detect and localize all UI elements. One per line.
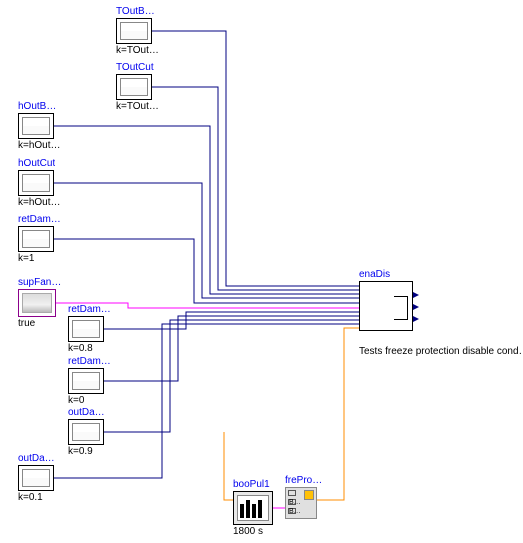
block-outDa01[interactable] [18,465,54,491]
wire [104,320,359,432]
block-label-booPul1: 1800 s [233,526,263,537]
block-title-retDam0: retDam… [68,356,111,367]
wire [224,432,233,500]
block-label-TOutB: k=TOut… [116,45,159,56]
block-hOutCut[interactable] [18,170,54,196]
wire [316,328,359,500]
block-label-retDam08: k=0.8 [68,343,93,354]
block-title-booPul1: booPul1 [233,479,270,490]
block-enaDis[interactable] [359,281,413,331]
block-booPul1[interactable] [233,491,273,525]
block-TOutB[interactable] [116,18,152,44]
block-TOutCut[interactable] [116,74,152,100]
wire [54,183,359,298]
block-label-hOutB: k=hOut… [18,140,61,151]
block-title-enaDis: enaDis [359,269,390,280]
block-title-TOutB: TOutB… [116,6,155,17]
block-label-retDam0: k=0 [68,395,84,406]
block-label-hOutCut: k=hOut… [18,197,61,208]
block-title-outDa01: outDa… [18,453,55,464]
block-title-hOutCut: hOutCut [18,158,55,169]
wire [104,316,359,381]
block-label-supFan: true [18,318,35,329]
block-retDam0[interactable] [68,368,104,394]
block-title-supFan: supFan… [18,277,61,288]
block-title-TOutCut: TOutCut [116,62,154,73]
block-frePro[interactable]: B… B… [285,487,317,519]
frepro-row [288,490,296,496]
output-port-icon [413,316,419,322]
wire-layer [0,0,523,543]
wire [54,126,359,294]
block-label-TOutCut: k=TOut… [116,101,159,112]
wire [152,87,359,290]
frepro-row: B… [288,508,296,514]
block-title-frePro: frePro… [285,475,322,486]
block-label-outDa09: k=0.9 [68,446,93,457]
block-retDam08[interactable] [68,316,104,342]
block-outDa09[interactable] [68,419,104,445]
description-text: Tests freeze protection disable cond… [359,346,523,357]
enadis-bracket-icon [394,296,408,320]
block-title-hOutB: hOutB… [18,101,56,112]
block-title-outDa09: outDa… [68,407,105,418]
block-hOutB[interactable] [18,113,54,139]
block-label-outDa01: k=0.1 [18,492,43,503]
block-supFan[interactable] [18,289,56,317]
output-port-icon [413,304,419,310]
output-port-icon [413,292,419,298]
block-title-retDam1: retDam… [18,214,61,225]
block-retDam1[interactable] [18,226,54,252]
frepro-highlight [304,490,314,500]
wire [54,239,359,303]
wire [152,31,359,286]
frepro-row: B… [288,499,296,505]
block-title-retDam08: retDam… [68,304,111,315]
wire [54,324,359,478]
block-label-retDam1: k=1 [18,253,34,264]
